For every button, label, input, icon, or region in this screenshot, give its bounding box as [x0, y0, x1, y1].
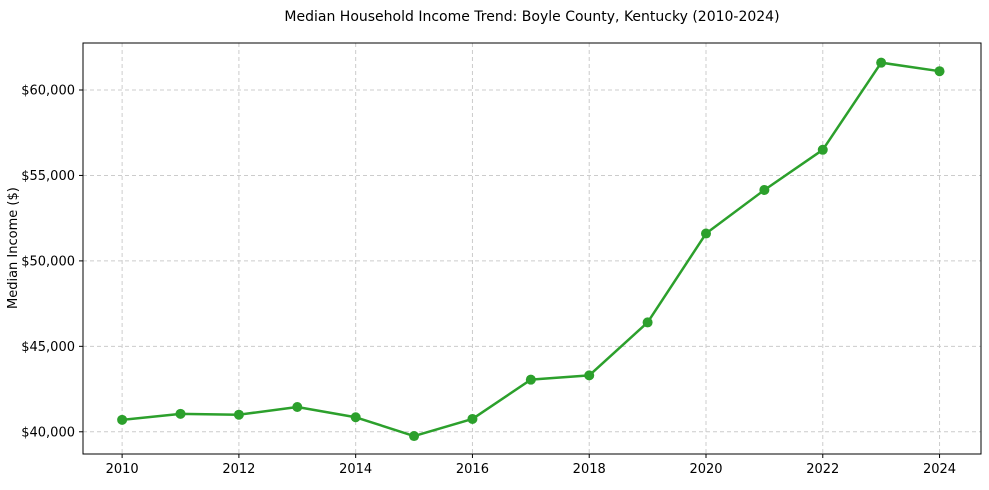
x-tick-label: 2012 [222, 462, 255, 477]
data-point-2016 [467, 413, 478, 424]
x-tick-label: 2020 [689, 462, 722, 477]
y-tick-label: $60,000 [21, 83, 75, 98]
data-point-2013 [292, 402, 303, 413]
x-tick-label: 2022 [806, 462, 839, 477]
chart-title: Median Household Income Trend: Boyle Cou… [284, 9, 780, 25]
y-tick-label: $55,000 [21, 169, 75, 184]
data-point-2010 [117, 414, 128, 425]
data-point-2023 [876, 57, 887, 68]
data-point-2020 [700, 228, 711, 239]
data-point-2017 [525, 374, 536, 385]
data-point-2018 [584, 370, 595, 381]
y-tick-label: $40,000 [21, 425, 75, 440]
x-tick-label: 2016 [456, 462, 489, 477]
y-tick-label: $45,000 [21, 340, 75, 355]
x-tick-label: 2014 [339, 462, 372, 477]
data-point-2015 [409, 431, 420, 442]
data-point-2014 [350, 412, 361, 423]
data-point-2024 [934, 66, 945, 77]
plot-border [82, 42, 982, 455]
y-tick-label: $50,000 [21, 254, 75, 269]
data-point-2019 [642, 317, 653, 328]
x-tick-label: 2024 [923, 462, 956, 477]
data-point-2012 [233, 409, 244, 420]
data-point-2021 [759, 184, 770, 195]
x-tick-label: 2018 [573, 462, 606, 477]
data-point-2011 [175, 408, 186, 419]
x-tick-label: 2010 [106, 462, 139, 477]
data-point-2022 [817, 144, 828, 155]
